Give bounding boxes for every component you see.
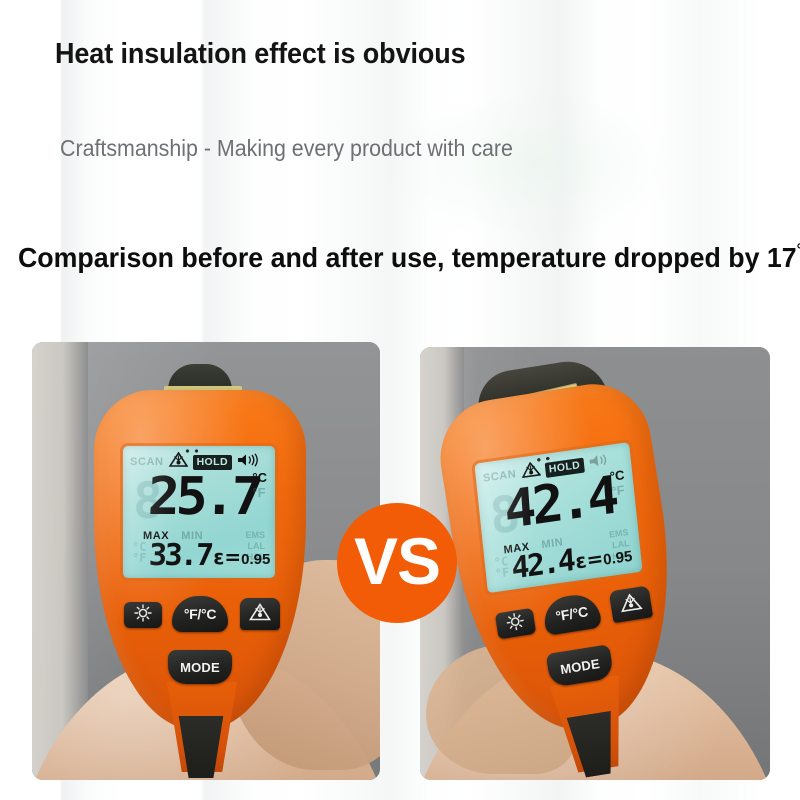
comparison-banner: Comparison before and after use, tempera… bbox=[18, 240, 800, 274]
vs-badge: VS bbox=[337, 503, 457, 623]
page-subtitle: Craftsmanship - Making every product wit… bbox=[60, 135, 513, 161]
mode-button-before[interactable]: MODE bbox=[168, 650, 232, 684]
infrared-thermometer-after: SCAN HOLD bbox=[428, 349, 711, 780]
lcd-secondary-area: MAX MIN °C °F 33.7 ε=0.95 bbox=[131, 530, 270, 574]
scan-indicator: SCAN bbox=[130, 456, 164, 468]
lcd-unit-stack: °C °F bbox=[609, 467, 627, 499]
lcd-colon-dots bbox=[183, 449, 201, 453]
emissivity-label: ε= bbox=[213, 545, 242, 569]
speaker-icon bbox=[588, 451, 612, 473]
unit-toggle-button-before[interactable]: °F/°C bbox=[172, 596, 228, 632]
lcd-main-area: 8 25.7 °C °F EMS LAL HAL bbox=[131, 467, 271, 562]
photo-wall-edge bbox=[32, 342, 88, 780]
sun-icon bbox=[504, 610, 528, 638]
before-photo-panel: SCAN HOLD bbox=[32, 342, 380, 780]
emissivity-readout: ε=0.95 bbox=[213, 545, 270, 571]
lcd-secondary-row: 33.7 ε=0.95 bbox=[135, 538, 270, 573]
lcd-display-before: SCAN HOLD bbox=[123, 446, 275, 578]
laser-triangle-icon bbox=[249, 602, 271, 626]
lcd-unit-stack: °C °F bbox=[252, 470, 267, 500]
min-indicator: MIN bbox=[181, 530, 204, 542]
main-temperature-reading: 25.7 bbox=[146, 467, 261, 527]
max-temperature-reading: 33.7 bbox=[148, 538, 213, 573]
laser-triangle-icon bbox=[618, 591, 643, 617]
main-temperature-reading: 42.4 bbox=[502, 465, 617, 542]
emissivity-value: 0.95 bbox=[241, 551, 271, 568]
lcd-minmax-labels: MAX MIN bbox=[143, 530, 203, 542]
infrared-thermometer-before: SCAN HOLD bbox=[94, 364, 306, 778]
background-tint bbox=[380, 90, 680, 240]
page-title: Heat insulation effect is obvious bbox=[55, 38, 466, 70]
lcd-ghost-digit: 8 bbox=[133, 472, 163, 530]
emissivity-label: ε= bbox=[574, 545, 605, 574]
backlight-button-after[interactable] bbox=[494, 607, 537, 640]
max-temperature-reading: 42.4 bbox=[510, 542, 575, 587]
fahrenheit-indicator: °F bbox=[252, 485, 266, 500]
fahrenheit-indicator: °F bbox=[610, 482, 626, 499]
laser-triangle-icon bbox=[520, 461, 542, 484]
vs-badge-label: VS bbox=[353, 524, 441, 598]
laser-button-after[interactable] bbox=[608, 585, 654, 624]
emissivity-readout: ε=0.95 bbox=[574, 542, 633, 576]
degree-symbol: ° bbox=[797, 240, 800, 259]
celsius-indicator: °C bbox=[252, 470, 267, 485]
lcd-side-ghost-labels: EMS LAL HAL bbox=[245, 530, 265, 562]
after-photo-panel: SCAN HOLD bbox=[420, 347, 770, 780]
laser-triangle-icon bbox=[168, 451, 189, 472]
sun-icon bbox=[133, 603, 153, 628]
lcd-display-after: SCAN HOLD bbox=[474, 442, 643, 594]
lcd-secondary-ghost: °C °F bbox=[132, 540, 147, 565]
max-indicator: MAX bbox=[143, 530, 170, 542]
lcd-indicator-row: SCAN HOLD bbox=[130, 451, 269, 472]
emissivity-value: 0.95 bbox=[602, 547, 634, 569]
hold-indicator: HOLD bbox=[192, 454, 232, 470]
lcd-indicator-row: SCAN HOLD bbox=[482, 451, 625, 487]
laser-button-before[interactable] bbox=[240, 598, 280, 630]
comparison-banner-text: Comparison before and after use, tempera… bbox=[18, 242, 797, 273]
speaker-icon bbox=[237, 452, 259, 472]
backlight-button-before[interactable] bbox=[124, 602, 162, 628]
